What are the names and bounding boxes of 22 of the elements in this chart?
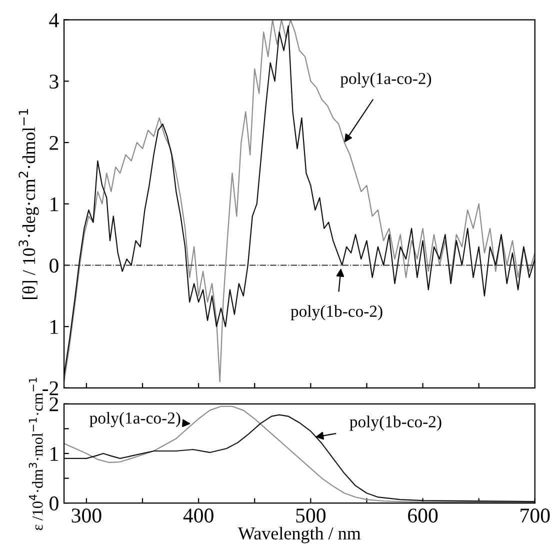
y-tick-label: 0 — [50, 496, 58, 510]
annotation: poly(1a-co-2) — [90, 412, 180, 428]
x-axis-title: Wavelength / nm — [238, 526, 361, 544]
x-tick-label: 400 — [183, 508, 214, 523]
y-tick-label: -2 — [42, 381, 58, 396]
y-tick-label: 4 — [49, 13, 59, 28]
y-axis-title: ε /10$^{4}$·dm$^{3}$·mol$^{−1}$·cm$^{−1}$ — [28, 378, 43, 530]
annotation: poly(1a-co-2) — [340, 72, 432, 88]
y-tick-label: 3 — [50, 74, 58, 89]
x-tick-label: 700 — [520, 508, 550, 523]
y-tick-label: 1 — [50, 446, 58, 461]
y-tick-label: 2 — [50, 136, 58, 150]
y-tick-label: 0 — [50, 258, 58, 273]
x-tick-label: 600 — [408, 508, 438, 523]
y-axis-title: [θ] / 10$^{3}$·deg·cm$^{2}$·dmol$^{−1}$ — [18, 109, 39, 299]
y-tick-label: 1 — [50, 320, 58, 334]
x-tick-label: 500 — [296, 508, 326, 523]
y-tick-label: 1 — [50, 197, 58, 212]
annotation: poly(1b-co-2) — [290, 305, 382, 320]
x-tick-label: 300 — [72, 508, 102, 523]
annotation: poly(1b-co-2) — [350, 416, 442, 431]
y-tick-label: 2 — [50, 397, 58, 412]
